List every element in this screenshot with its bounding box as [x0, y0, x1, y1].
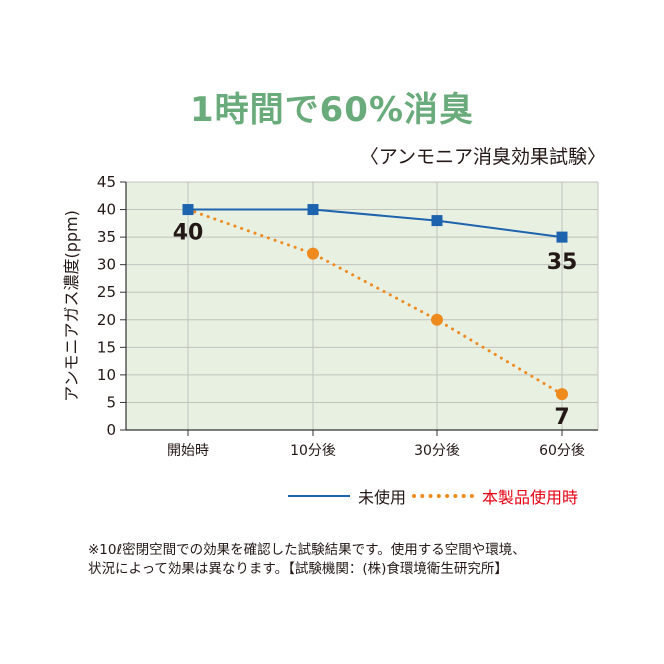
data-point-unused [556, 231, 568, 243]
y-tick-label: 30 [97, 256, 116, 274]
y-tick-label: 15 [97, 338, 116, 356]
legend: 未使用 本製品使用時 [0, 484, 664, 508]
y-tick-label: 5 [106, 393, 116, 411]
data-label: 40 [173, 221, 204, 246]
y-tick-label: 45 [97, 173, 116, 191]
footnote-line-1: ※10ℓ密閉空間での効果を確認した試験結果です。使用する空間や環境、 [88, 542, 526, 558]
y-tick-label: 35 [97, 228, 116, 246]
legend-line-unused [288, 495, 350, 497]
data-point-product [431, 313, 443, 326]
chart-title: 〈アンモニア消臭効果試験〉 [359, 146, 606, 168]
line-chart: 0 5 10 15 20 25 30 35 40 45 開始時 10分後 30分後 60分後 40 35 7 [97, 173, 599, 459]
footnote: ※10ℓ密閉空間での効果を確認した試験結果です。使用する空間や環境、 状況によっ… [88, 541, 628, 579]
legend-line-product [412, 494, 474, 498]
data-point-unused [182, 204, 194, 216]
x-tick-label: 開始時 [167, 443, 209, 459]
y-tick-label: 40 [97, 201, 116, 219]
x-tick-label: 10分後 [290, 443, 336, 459]
y-tick-label: 20 [97, 311, 116, 329]
x-tick-label: 30分後 [414, 443, 460, 459]
plot-area [126, 182, 598, 430]
data-label: 35 [547, 250, 578, 275]
legend-item-unused: 未使用 [288, 484, 406, 508]
footnote-line-2: 状況によって効果は異なります。【試験機関：(株)食環境衛生研究所】 [88, 561, 508, 577]
y-tick-label: 0 [106, 421, 116, 439]
data-point-unused [431, 215, 443, 227]
headline: 1時間で60%消臭 [189, 90, 475, 130]
data-point-product [307, 247, 319, 260]
data-label: 7 [554, 405, 569, 430]
legend-label-unused: 未使用 [358, 488, 407, 507]
data-point-product [556, 388, 568, 401]
y-tick-label: 25 [97, 283, 116, 301]
series-line-unused [188, 208, 563, 239]
legend-label-product: 本製品使用時 [482, 488, 579, 507]
data-point-unused [307, 204, 319, 216]
x-tick-label: 60分後 [539, 443, 585, 459]
legend-item-product: 本製品使用時 [412, 484, 578, 508]
y-tick-label: 10 [97, 366, 116, 384]
